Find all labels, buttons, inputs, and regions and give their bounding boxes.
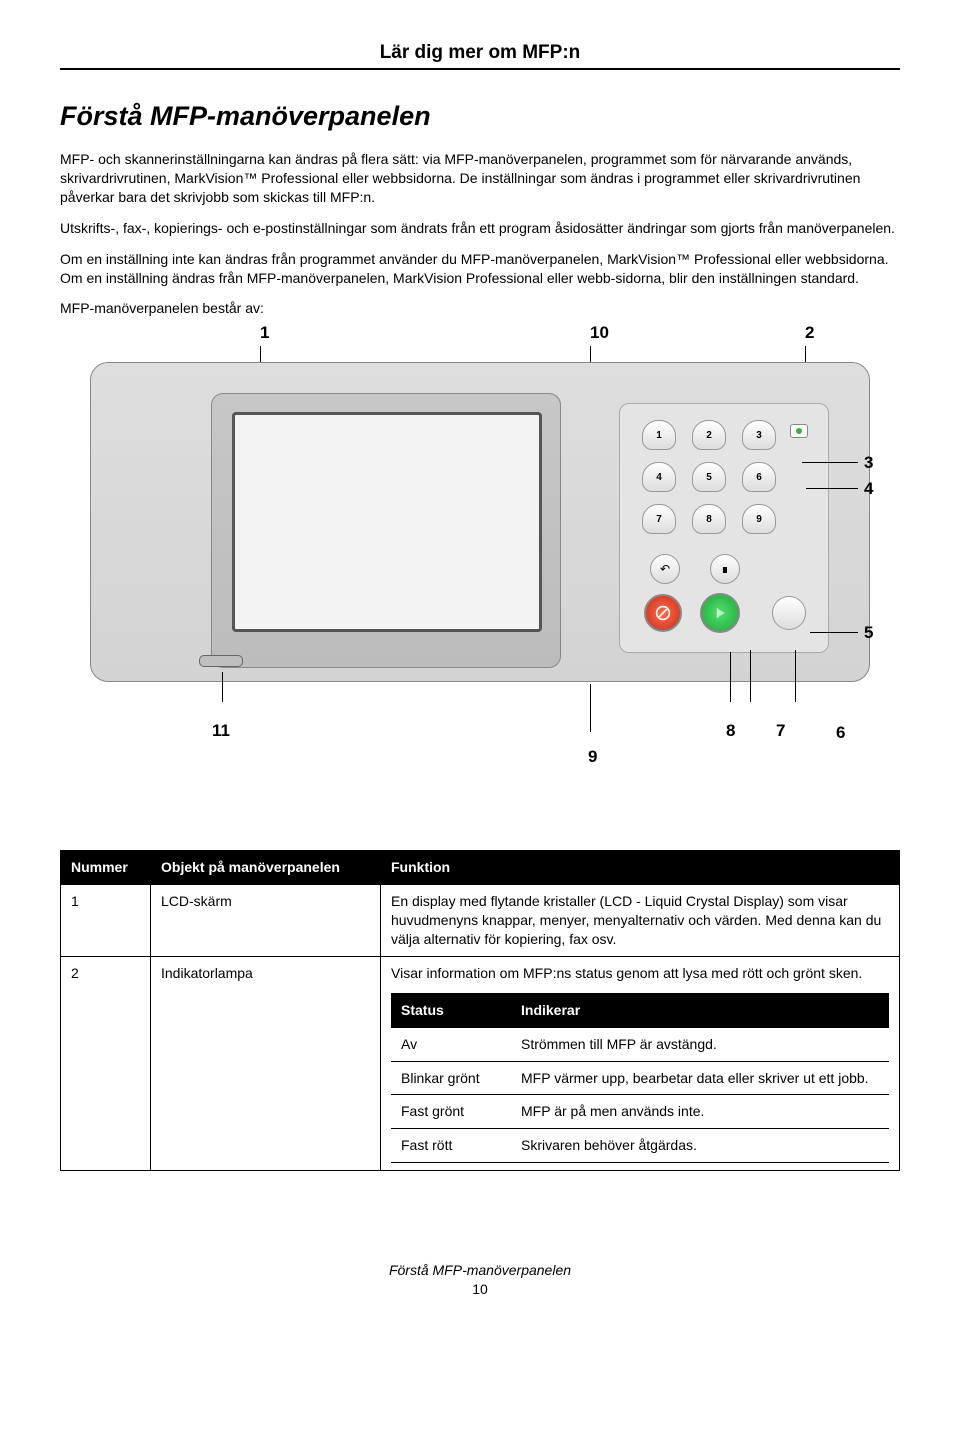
keypad-plate: 1 2 3 4 5 6 7 8 9 ↶ ∎ [619,403,829,653]
stop-button[interactable] [644,594,682,632]
callout-7: 7 [776,720,785,743]
key-5[interactable]: 5 [692,462,726,492]
footer-title: Förstå MFP-manöverpanelen [60,1261,900,1280]
callout-5: 5 [864,622,873,645]
func2-intro: Visar information om MFP:ns status genom… [391,964,889,983]
paragraph-3: Om en inställning inte kan ändras från p… [60,250,900,288]
action-buttons [644,592,806,634]
page-header-title: Lär dig mer om MFP:n [60,40,900,66]
footer-page: 10 [60,1280,900,1299]
status-cell: Blinkar grönt [391,1061,511,1095]
panel-table: Nummer Objekt på manöverpanelen Funktion… [60,850,900,1171]
cell-obj-2: Indikatorlampa [151,956,381,1170]
screen-bezel [211,393,561,668]
key-3[interactable]: 3 [742,420,776,450]
key-4[interactable]: 4 [642,462,676,492]
paragraph-2: Utskrifts-, fax-, kopierings- och e-post… [60,219,900,238]
cell-func-2: Visar information om MFP:ns status genom… [381,956,900,1170]
table-row: 2 Indikatorlampa Visar information om MF… [61,956,900,1170]
status-cell: Av [391,1027,511,1061]
indicates-cell: Strömmen till MFP är avstängd. [511,1027,889,1061]
callout-9: 9 [588,746,597,769]
usb-slot[interactable] [199,655,243,667]
callout-2: 2 [805,322,814,345]
cell-obj-1: LCD-skärm [151,885,381,957]
callout-10: 10 [590,322,609,345]
key-8[interactable]: 8 [692,504,726,534]
table-row: 1 LCD-skärm En display med flytande kris… [61,885,900,957]
fn-key-pause[interactable]: ∎ [710,554,740,584]
numeric-keypad: 1 2 3 4 5 6 7 8 9 [642,420,780,538]
key-7[interactable]: 7 [642,504,676,534]
header-rule [60,68,900,70]
th-object: Objekt på manöverpanelen [151,851,381,885]
key-6[interactable]: 6 [742,462,776,492]
cell-num-2: 2 [61,956,151,1170]
indicates-cell: MFP är på men används inte. [511,1095,889,1129]
device-body: 1 2 3 4 5 6 7 8 9 ↶ ∎ [90,362,870,682]
callout-1: 1 [260,322,269,345]
sleep-button[interactable] [772,596,806,630]
paragraph-1: MFP- och skannerinställningarna kan ändr… [60,150,900,207]
fn-key-back[interactable]: ↶ [650,554,680,584]
indicator-led [790,424,808,438]
key-1[interactable]: 1 [642,420,676,450]
panel-illustration: 1 2 3 4 5 6 7 8 9 ↶ ∎ [90,350,870,720]
inner-th-indicates: Indikerar [511,993,889,1027]
top-callouts: 1 10 2 [60,322,900,344]
th-function: Funktion [381,851,900,885]
key-9[interactable]: 9 [742,504,776,534]
consists-label: MFP-manöverpanelen består av: [60,299,900,318]
callout-11: 11 [212,720,230,743]
status-cell: Fast rött [391,1129,511,1163]
status-table: Status Indikerar Av Strömmen till MFP är… [391,993,889,1163]
status-cell: Fast grönt [391,1095,511,1129]
callout-6: 6 [836,722,845,745]
th-number: Nummer [61,851,151,885]
inner-th-status: Status [391,993,511,1027]
cell-num-1: 1 [61,885,151,957]
indicates-cell: MFP värmer upp, bearbetar data eller skr… [511,1061,889,1095]
callout-8: 8 [726,720,735,743]
callout-3: 3 [864,452,873,475]
lcd-screen[interactable] [232,412,542,632]
start-button[interactable] [700,593,740,633]
key-2[interactable]: 2 [692,420,726,450]
bottom-callouts: 11 9 8 7 6 [90,720,870,780]
indicates-cell: Skrivaren behöver åtgärdas. [511,1129,889,1163]
callout-4: 4 [864,478,873,501]
function-keys: ↶ ∎ [650,554,740,584]
section-title: Förstå MFP-manöverpanelen [60,98,900,134]
footer: Förstå MFP-manöverpanelen 10 [60,1261,900,1299]
cell-func-1: En display med flytande kristaller (LCD … [381,885,900,957]
